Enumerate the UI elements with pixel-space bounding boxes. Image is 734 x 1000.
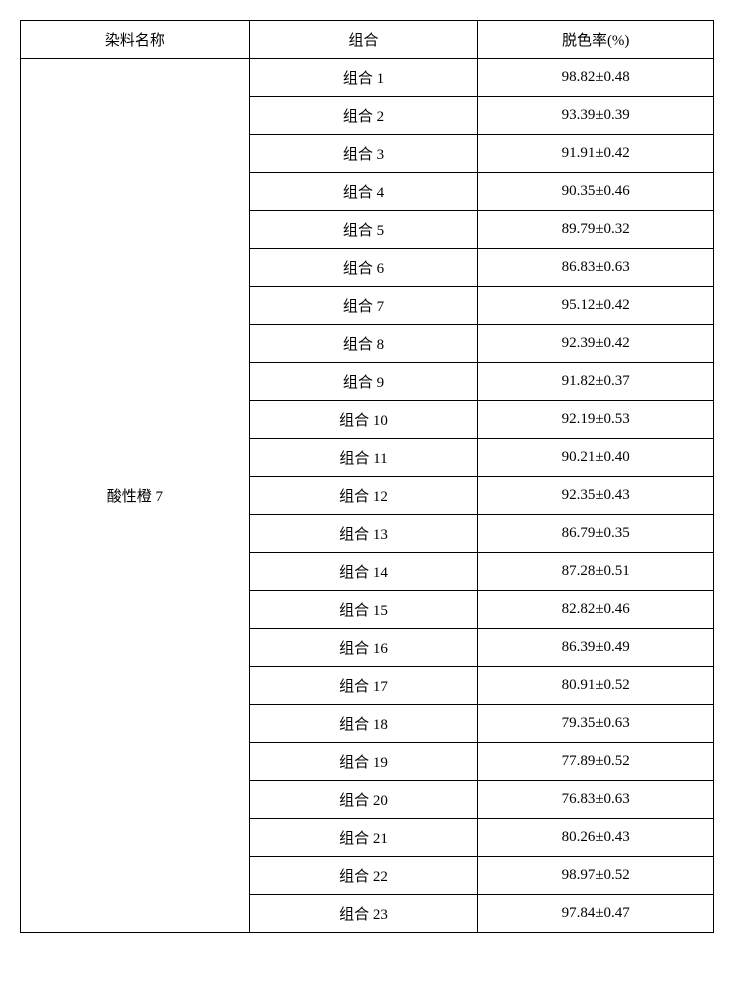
rate-cell: 92.19±0.53: [478, 401, 714, 439]
rate-cell: 80.26±0.43: [478, 819, 714, 857]
combination-cell: 组合 6: [249, 249, 478, 287]
rate-cell: 79.35±0.63: [478, 705, 714, 743]
combination-cell: 组合 4: [249, 173, 478, 211]
rate-cell: 92.35±0.43: [478, 477, 714, 515]
combination-cell: 组合 22: [249, 857, 478, 895]
rate-cell: 92.39±0.42: [478, 325, 714, 363]
rate-cell: 98.82±0.48: [478, 59, 714, 97]
rate-cell: 77.89±0.52: [478, 743, 714, 781]
rate-cell: 91.82±0.37: [478, 363, 714, 401]
rate-cell: 86.39±0.49: [478, 629, 714, 667]
combination-cell: 组合 7: [249, 287, 478, 325]
header-combination: 组合: [249, 21, 478, 59]
decolorization-table: 染料名称 组合 脱色率(%) 酸性橙 7组合 198.82±0.48组合 293…: [20, 20, 714, 933]
header-rate: 脱色率(%): [478, 21, 714, 59]
combination-cell: 组合 13: [249, 515, 478, 553]
rate-cell: 97.84±0.47: [478, 895, 714, 933]
rate-cell: 90.21±0.40: [478, 439, 714, 477]
combination-cell: 组合 8: [249, 325, 478, 363]
rate-cell: 82.82±0.46: [478, 591, 714, 629]
combination-cell: 组合 21: [249, 819, 478, 857]
dye-name-label: 酸性橙 7: [107, 489, 163, 505]
rate-cell: 91.91±0.42: [478, 135, 714, 173]
rate-cell: 93.39±0.39: [478, 97, 714, 135]
combination-cell: 组合 1: [249, 59, 478, 97]
combination-cell: 组合 9: [249, 363, 478, 401]
header-dye-name: 染料名称: [21, 21, 250, 59]
rate-cell: 80.91±0.52: [478, 667, 714, 705]
table-header-row: 染料名称 组合 脱色率(%): [21, 21, 714, 59]
rate-cell: 86.83±0.63: [478, 249, 714, 287]
table-row: 酸性橙 7组合 198.82±0.48: [21, 59, 714, 97]
rate-cell: 95.12±0.42: [478, 287, 714, 325]
combination-cell: 组合 10: [249, 401, 478, 439]
rate-cell: 90.35±0.46: [478, 173, 714, 211]
combination-cell: 组合 11: [249, 439, 478, 477]
combination-cell: 组合 19: [249, 743, 478, 781]
combination-cell: 组合 16: [249, 629, 478, 667]
combination-cell: 组合 15: [249, 591, 478, 629]
combination-cell: 组合 5: [249, 211, 478, 249]
combination-cell: 组合 14: [249, 553, 478, 591]
dye-name-cell: 酸性橙 7: [21, 59, 250, 933]
combination-cell: 组合 18: [249, 705, 478, 743]
rate-cell: 76.83±0.63: [478, 781, 714, 819]
rate-cell: 87.28±0.51: [478, 553, 714, 591]
combination-cell: 组合 20: [249, 781, 478, 819]
combination-cell: 组合 23: [249, 895, 478, 933]
combination-cell: 组合 2: [249, 97, 478, 135]
combination-cell: 组合 3: [249, 135, 478, 173]
combination-cell: 组合 12: [249, 477, 478, 515]
rate-cell: 98.97±0.52: [478, 857, 714, 895]
combination-cell: 组合 17: [249, 667, 478, 705]
rate-cell: 86.79±0.35: [478, 515, 714, 553]
rate-cell: 89.79±0.32: [478, 211, 714, 249]
